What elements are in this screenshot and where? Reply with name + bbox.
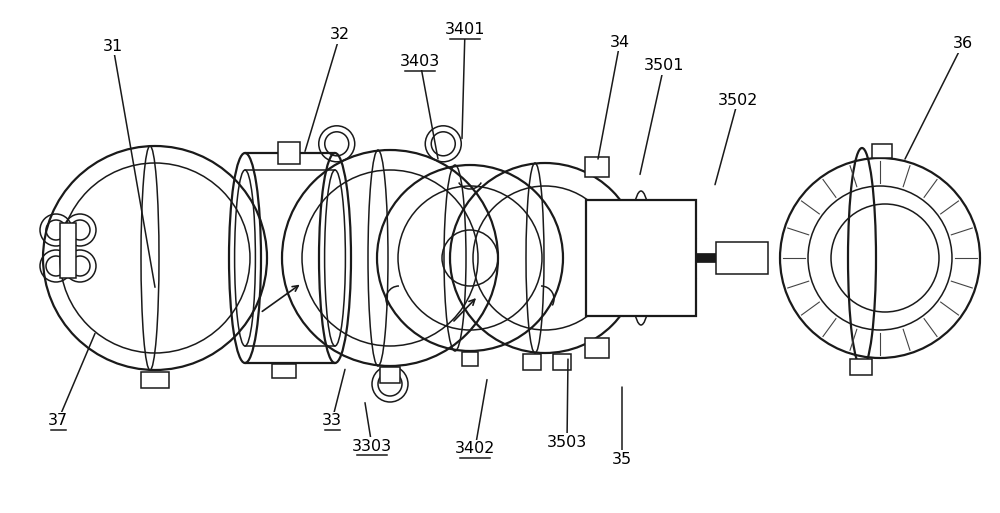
Text: 32: 32 bbox=[330, 27, 350, 43]
Text: 36: 36 bbox=[953, 36, 973, 51]
Bar bbox=[850, 359, 872, 375]
Text: 31: 31 bbox=[103, 38, 123, 54]
Bar bbox=[60, 223, 76, 278]
Text: 33: 33 bbox=[322, 413, 342, 428]
Bar bbox=[872, 144, 892, 158]
Bar bbox=[380, 367, 400, 383]
Bar bbox=[278, 142, 300, 164]
Text: 35: 35 bbox=[612, 451, 632, 467]
Bar bbox=[141, 372, 169, 388]
Bar bbox=[523, 354, 541, 370]
Text: 3502: 3502 bbox=[718, 92, 758, 108]
Bar bbox=[553, 354, 571, 370]
Bar bbox=[585, 338, 609, 358]
Text: 34: 34 bbox=[610, 34, 630, 50]
Text: 3503: 3503 bbox=[547, 435, 587, 450]
Bar bbox=[272, 364, 296, 378]
Text: 37: 37 bbox=[48, 413, 68, 428]
Text: 3501: 3501 bbox=[644, 58, 684, 73]
Text: 3401: 3401 bbox=[445, 22, 485, 37]
Text: 3402: 3402 bbox=[455, 441, 495, 457]
Text: 3403: 3403 bbox=[400, 54, 440, 69]
Text: 3303: 3303 bbox=[352, 439, 392, 454]
Bar bbox=[586, 200, 696, 316]
Bar bbox=[462, 352, 478, 366]
Bar bbox=[585, 157, 609, 177]
Bar bbox=[716, 242, 768, 274]
